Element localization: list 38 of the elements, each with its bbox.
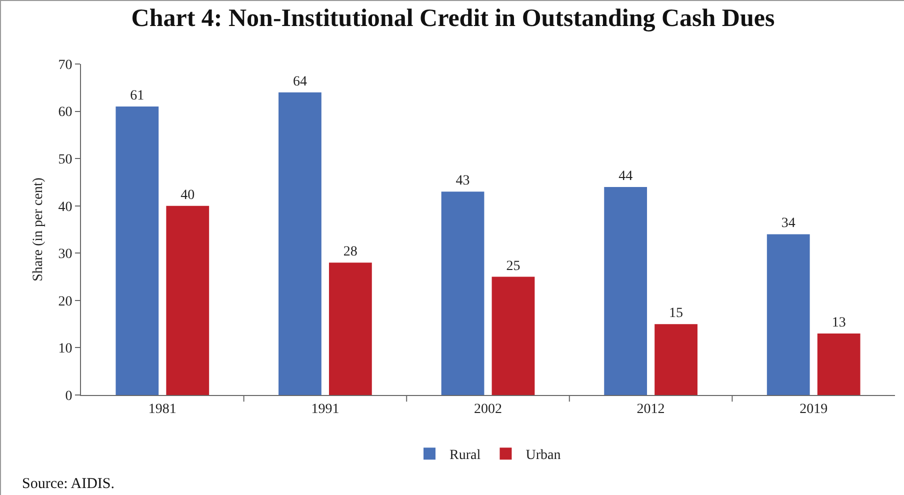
y-tick-label: 70 — [58, 58, 72, 73]
y-tick-label: 60 — [58, 105, 72, 120]
bar — [492, 276, 535, 395]
data-label: 43 — [456, 174, 470, 189]
data-label: 25 — [506, 258, 520, 274]
bar — [817, 334, 860, 395]
x-tick-label: 2002 — [474, 402, 502, 417]
bar — [441, 192, 484, 395]
bar — [278, 92, 322, 395]
source-note: Source: AIDIS. — [22, 476, 114, 492]
data-label: 34 — [781, 216, 796, 232]
bar — [328, 262, 372, 395]
x-tick-label: 1981 — [148, 402, 176, 417]
legend-label: Urban — [526, 448, 561, 464]
y-tick-label: 0 — [65, 388, 72, 404]
data-label: 61 — [130, 88, 144, 104]
bar — [166, 206, 210, 395]
data-label: 44 — [618, 168, 633, 184]
x-tick-label: 1991 — [311, 402, 340, 417]
y-tick-label: 10 — [58, 342, 72, 357]
y-tick-label: 50 — [58, 152, 72, 168]
bar — [766, 234, 810, 395]
legend-label: Rural — [450, 448, 481, 464]
x-tick-label: 2012 — [636, 402, 665, 417]
bar — [116, 106, 159, 395]
y-axis-title: Share (in per cent) — [30, 177, 46, 282]
chart-title: Chart 4: Non-Institutional Credit in Outstanding Cash Dues — [131, 4, 775, 32]
data-label: 15 — [669, 306, 684, 322]
bar — [654, 324, 698, 395]
x-tick-label: 2019 — [800, 402, 828, 417]
y-tick-label: 40 — [58, 200, 72, 215]
data-label: 28 — [343, 244, 358, 260]
data-label: 64 — [292, 74, 307, 90]
data-label: 40 — [180, 188, 195, 203]
data-label: 13 — [832, 316, 846, 331]
y-tick-label: 30 — [58, 247, 72, 262]
bar — [604, 186, 648, 395]
y-tick-label: 20 — [58, 294, 72, 310]
